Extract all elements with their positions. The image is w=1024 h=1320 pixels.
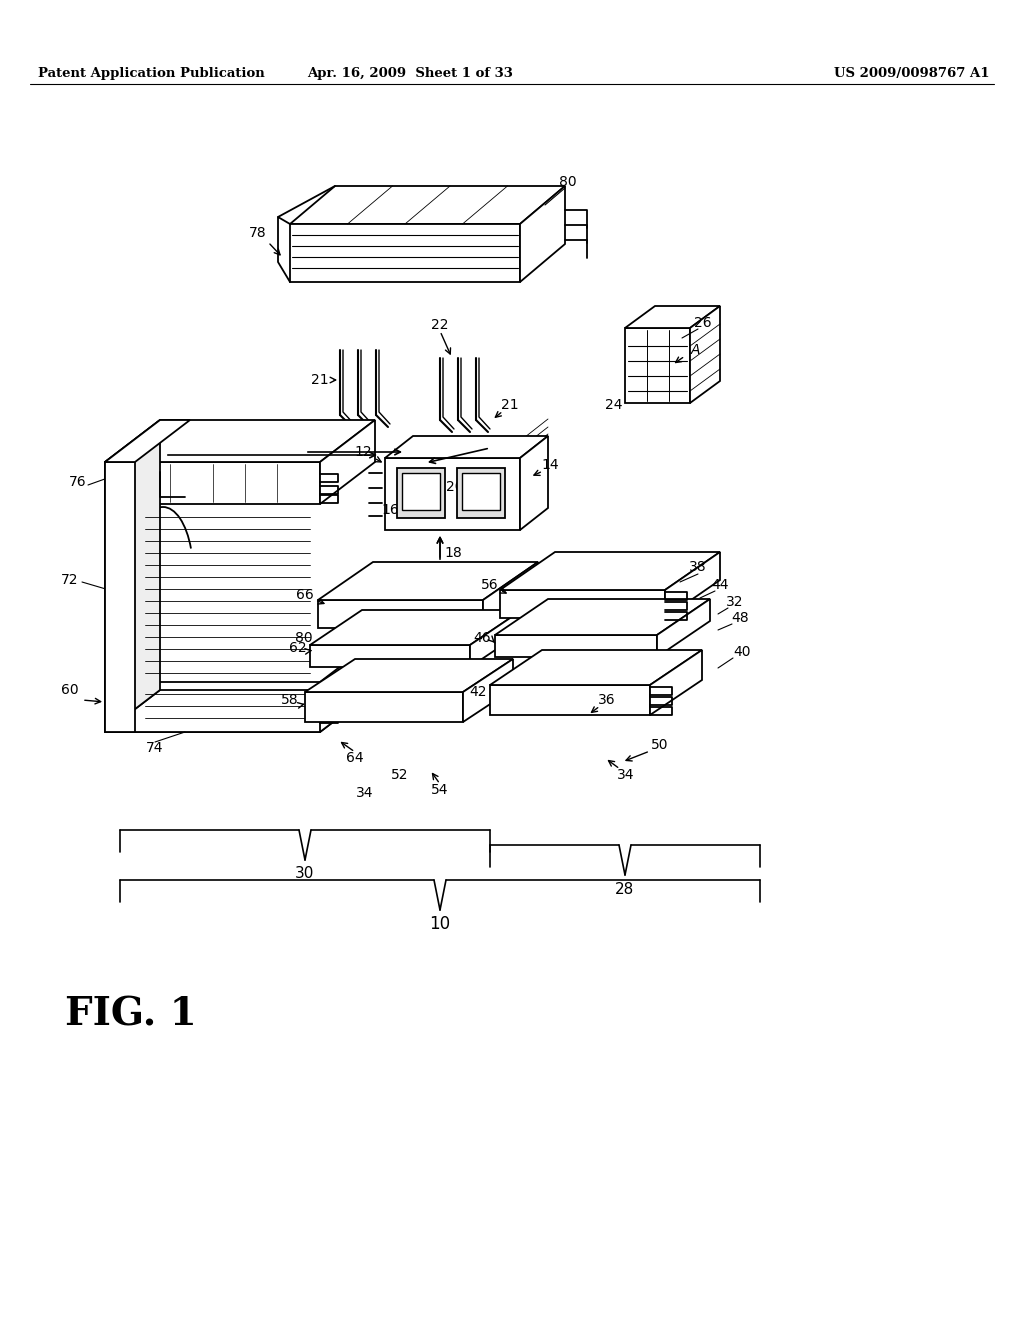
Polygon shape <box>319 640 375 733</box>
Text: 10: 10 <box>429 915 451 933</box>
Polygon shape <box>105 420 375 462</box>
Polygon shape <box>483 562 538 628</box>
Polygon shape <box>490 685 650 715</box>
Text: 21: 21 <box>501 399 519 412</box>
Polygon shape <box>105 462 135 733</box>
Polygon shape <box>319 420 375 504</box>
Text: 72: 72 <box>61 573 79 587</box>
Polygon shape <box>305 659 513 692</box>
Text: 14: 14 <box>542 458 559 473</box>
Polygon shape <box>495 599 710 635</box>
Polygon shape <box>490 649 702 685</box>
Polygon shape <box>105 690 375 733</box>
Text: 20: 20 <box>446 480 464 494</box>
Polygon shape <box>690 306 720 403</box>
Text: 22: 22 <box>431 318 449 333</box>
Text: 52: 52 <box>391 768 409 781</box>
Polygon shape <box>520 436 548 531</box>
Text: 66: 66 <box>296 587 314 602</box>
Text: 38: 38 <box>689 560 707 574</box>
Text: 74: 74 <box>146 741 164 755</box>
Text: 16: 16 <box>381 503 399 517</box>
Text: 48: 48 <box>731 611 749 624</box>
Text: 58: 58 <box>282 693 299 708</box>
Polygon shape <box>402 473 440 510</box>
Text: 46: 46 <box>473 631 490 645</box>
Text: 64: 64 <box>346 751 364 766</box>
Polygon shape <box>290 186 565 224</box>
Text: 30: 30 <box>295 866 314 882</box>
Polygon shape <box>500 552 720 590</box>
Text: A: A <box>690 343 699 356</box>
Polygon shape <box>385 436 548 458</box>
Text: 78: 78 <box>249 226 267 240</box>
Text: 76: 76 <box>70 475 87 488</box>
Polygon shape <box>657 599 710 657</box>
Polygon shape <box>520 186 565 282</box>
Text: 62: 62 <box>289 642 307 655</box>
Polygon shape <box>470 610 522 667</box>
Polygon shape <box>650 649 702 715</box>
Polygon shape <box>625 327 690 403</box>
Text: 54: 54 <box>431 783 449 797</box>
Polygon shape <box>463 659 513 722</box>
Text: 80: 80 <box>295 631 312 645</box>
Text: 80: 80 <box>559 176 577 189</box>
Text: 18: 18 <box>444 546 462 560</box>
Text: 34: 34 <box>617 768 635 781</box>
Polygon shape <box>495 635 657 657</box>
Text: 42: 42 <box>469 685 486 700</box>
Polygon shape <box>105 682 319 733</box>
Text: 26: 26 <box>694 315 712 330</box>
Text: 56: 56 <box>481 578 499 591</box>
Polygon shape <box>397 469 445 517</box>
Polygon shape <box>290 224 520 282</box>
Text: 32: 32 <box>726 595 743 609</box>
Text: FIG. 1: FIG. 1 <box>65 997 197 1034</box>
Text: Patent Application Publication: Patent Application Publication <box>38 66 265 79</box>
Text: 60: 60 <box>61 682 79 697</box>
Polygon shape <box>105 420 190 462</box>
Polygon shape <box>310 610 522 645</box>
Text: Apr. 16, 2009  Sheet 1 of 33: Apr. 16, 2009 Sheet 1 of 33 <box>307 66 513 79</box>
Polygon shape <box>318 562 538 601</box>
Text: 28: 28 <box>615 882 635 896</box>
Polygon shape <box>625 306 720 327</box>
Text: 40: 40 <box>733 645 751 659</box>
Polygon shape <box>105 420 160 733</box>
Polygon shape <box>318 601 483 628</box>
Text: 24: 24 <box>605 399 623 412</box>
Polygon shape <box>665 552 720 618</box>
Polygon shape <box>462 473 500 510</box>
Polygon shape <box>305 692 463 722</box>
Text: 50: 50 <box>651 738 669 752</box>
Polygon shape <box>500 590 665 618</box>
Text: 36: 36 <box>598 693 615 708</box>
Polygon shape <box>310 645 470 667</box>
Polygon shape <box>385 458 520 531</box>
Text: 12: 12 <box>354 445 372 459</box>
Text: 44: 44 <box>712 578 729 591</box>
Text: 34: 34 <box>356 785 374 800</box>
Text: US 2009/0098767 A1: US 2009/0098767 A1 <box>835 66 990 79</box>
Text: 21: 21 <box>311 374 329 387</box>
Polygon shape <box>457 469 505 517</box>
Polygon shape <box>105 462 319 504</box>
